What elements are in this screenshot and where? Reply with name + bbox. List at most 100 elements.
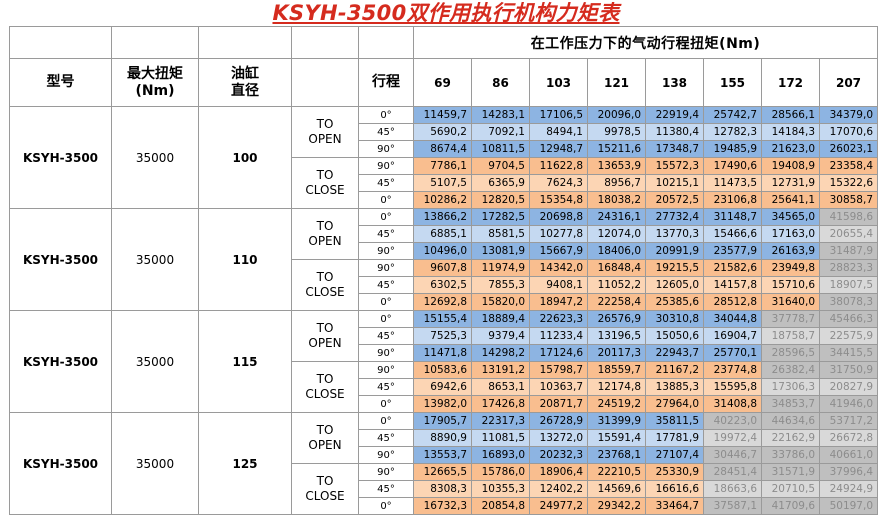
torque-value: 16904,7 [703,327,762,345]
torque-value: 53717,2 [819,412,878,430]
torque-value: 23774,8 [703,361,762,379]
torque-value: 18663,6 [703,480,762,498]
torque-value: 28596,5 [761,344,820,362]
torque-value: 18038,2 [587,191,646,209]
torque-value: 8581,5 [471,225,530,243]
torque-value: 15050,6 [645,327,704,345]
direction-open: TO OPEN [291,208,359,260]
torque-value: 22210,5 [587,463,646,481]
torque-value: 26576,9 [587,310,646,328]
model-cell: KSYH-3500 [9,412,112,515]
torque-value: 13653,9 [587,157,646,175]
torque-value: 12174,8 [587,378,646,396]
torque-value: 12605,0 [645,276,704,294]
torque-value: 17781,9 [645,429,704,447]
torque-value: 31487,9 [819,242,878,260]
cylinder-cell: 115 [198,310,292,413]
torque-value: 34044,8 [703,310,762,328]
table-row: 45° 8890,9 11081,5 13272,0 15591,4 17781,9 199… [10,429,878,447]
direction-close: TO CLOSE [291,361,359,413]
torque-value: 15322,6 [819,174,878,192]
torque-value: 17163,0 [761,225,820,243]
torque-value: 33786,0 [761,446,820,464]
torque-value: 22943,7 [645,344,704,362]
torque-value: 11052,2 [587,276,646,294]
torque-value: 10277,8 [529,225,588,243]
header-row-2: 型号 最大扭矩 (Nm) 油缸 直径 行程 69 86 103 121 138 15… [9,58,878,107]
stroke-angle: 0° [358,310,414,328]
torque-value: 12402,2 [529,480,588,498]
direction-open: TO OPEN [291,310,359,362]
max-torque-cell: 35000 [111,106,199,209]
torque-value: 11233,4 [529,327,588,345]
torque-value: 34565,0 [761,208,820,226]
torque-value: 31571,9 [761,463,820,481]
stroke-angle: 90° [358,361,414,379]
direction-close: TO CLOSE [291,259,359,311]
stroke-angle: 90° [358,242,414,260]
torque-value: 18406,0 [587,242,646,260]
torque-value: 13196,5 [587,327,646,345]
torque-value: 20117,3 [587,344,646,362]
torque-value: 14569,6 [587,480,646,498]
torque-value: 9379,4 [471,327,530,345]
torque-value: 18907,5 [819,276,878,294]
torque-value: 31408,8 [703,395,762,413]
table-row: 45° 7525,3 9379,4 11233,4 13196,5 15050,6 1690… [10,327,878,345]
torque-value: 27107,4 [645,446,704,464]
torque-value: 26382,4 [761,361,820,379]
page-title: KSYH-3500双作用执行机构力矩表 [272,1,620,25]
pressure-header: 121 [587,58,646,107]
torque-value: 8956,7 [587,174,646,192]
torque-value: 15710,6 [761,276,820,294]
torque-value: 41709,6 [761,497,820,515]
torque-value: 23577,9 [703,242,762,260]
torque-value: 28451,4 [703,463,762,481]
torque-value: 37778,7 [761,310,820,328]
torque-value: 35811,5 [645,412,704,430]
torque-value: 16893,0 [471,446,530,464]
torque-value: 31148,7 [703,208,762,226]
torque-value: 21167,2 [645,361,704,379]
torque-value: 13770,3 [645,225,704,243]
torque-value: 9704,5 [471,157,530,175]
torque-value: 40223,0 [703,412,762,430]
torque-value: 12692,8 [413,293,472,311]
stroke-angle: 45° [358,327,414,345]
pressure-header: 69 [413,58,472,107]
torque-value: 30310,8 [645,310,704,328]
torque-value: 10363,7 [529,378,588,396]
stroke-angle: 45° [358,174,414,192]
stroke-angle: 0° [358,208,414,226]
torque-value: 24924,9 [819,480,878,498]
torque-value: 13081,9 [471,242,530,260]
torque-value: 7855,3 [471,276,530,294]
torque-value: 20871,7 [529,395,588,413]
torque-value: 9607,8 [413,259,472,277]
stroke-angle: 90° [358,140,414,158]
table-row: 45° 6885,1 8581,5 10277,8 12074,0 13770,3 1546… [10,225,878,243]
torque-value: 19485,9 [703,140,762,158]
torque-value: 15667,9 [529,242,588,260]
torque-value: 23358,4 [819,157,878,175]
torque-value: 9978,5 [587,123,646,141]
torque-value: 20698,8 [529,208,588,226]
torque-value: 17282,5 [471,208,530,226]
torque-value: 22575,9 [819,327,878,345]
torque-value: 20232,3 [529,446,588,464]
torque-value: 40661,0 [819,446,878,464]
torque-value: 6302,5 [413,276,472,294]
torque-value: 16616,6 [645,480,704,498]
torque-value: 37996,4 [819,463,878,481]
torque-value: 13982,0 [413,395,472,413]
torque-value: 12731,9 [761,174,820,192]
cylinder-cell: 100 [198,106,292,209]
max-torque-cell: 35000 [111,208,199,311]
torque-value: 10215,1 [645,174,704,192]
torque-value: 25641,1 [761,191,820,209]
stroke-angle: 45° [358,378,414,396]
torque-value: 21582,6 [703,259,762,277]
torque-value: 15786,0 [471,463,530,481]
table-row: 90° 8674,4 10811,5 12948,7 15211,6 17348,7 194… [10,140,878,158]
torque-value: 15466,6 [703,225,762,243]
